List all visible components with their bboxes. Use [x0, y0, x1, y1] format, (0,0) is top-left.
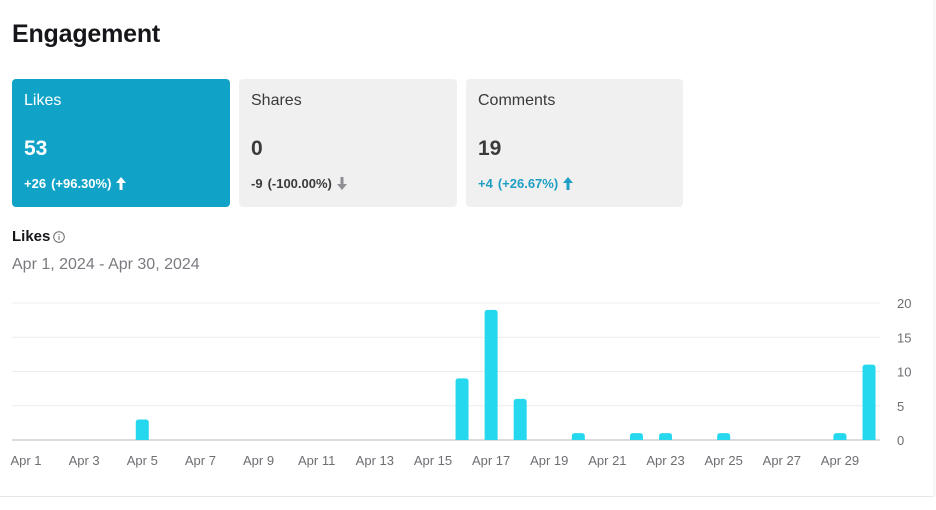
chart-title-label: Likes	[12, 228, 51, 245]
y-tick-label: 15	[897, 330, 911, 345]
y-tick-label: 5	[897, 399, 904, 414]
likes-card-label: Likes	[24, 92, 62, 109]
x-tick-label: Apr 1	[10, 453, 41, 468]
x-tick-label: Apr 7	[185, 453, 216, 468]
comments-card-label: Comments	[478, 92, 556, 109]
x-tick-label: Apr 5	[127, 453, 158, 468]
y-tick-label: 20	[897, 296, 911, 311]
scroll-edge	[933, 0, 936, 497]
shares-card-percent: (-100.00%)	[267, 176, 332, 191]
bar-apr-5	[135, 419, 149, 440]
shares-card-value: 0	[251, 137, 263, 160]
bar-apr-20	[571, 433, 585, 440]
info-icon[interactable]	[53, 230, 66, 243]
x-tick-label: Apr 21	[588, 453, 626, 468]
comments-card-delta: +4	[478, 176, 493, 191]
bar-apr-17	[484, 309, 498, 440]
x-tick-label: Apr 17	[472, 453, 510, 468]
chart-grid	[12, 302, 880, 441]
page-title: Engagement	[12, 20, 161, 48]
likes-card-delta: +26	[24, 176, 47, 191]
shares-card-change: -9 (-100.00%)	[251, 176, 347, 191]
bar-apr-16	[455, 378, 469, 440]
likes-card-value: 53	[24, 137, 48, 160]
shares-card-delta: -9	[251, 176, 263, 191]
x-tick-label: Apr 27	[763, 453, 801, 468]
shares-card[interactable]: Shares 0 -9 (-100.00%)	[239, 79, 457, 207]
chart-bars	[135, 309, 876, 440]
x-tick-label: Apr 25	[705, 453, 743, 468]
arrow-up-icon	[116, 177, 127, 190]
bar-apr-23	[659, 433, 673, 440]
bar-apr-29	[833, 433, 847, 440]
shares-card-label: Shares	[251, 92, 302, 109]
arrow-down-icon	[336, 177, 347, 190]
comments-card-change: +4 (+26.67%)	[478, 176, 574, 191]
x-tick-label: Apr 9	[243, 453, 274, 468]
bar-apr-25	[717, 433, 731, 440]
comments-card-percent: (+26.67%)	[497, 176, 559, 191]
comments-card[interactable]: Comments 19 +4 (+26.67%)	[466, 79, 683, 207]
x-tick-label: Apr 19	[530, 453, 568, 468]
x-tick-label: Apr 3	[69, 453, 100, 468]
y-tick-label: 0	[897, 433, 904, 448]
likes-card-percent: (+96.30%)	[51, 176, 112, 191]
likes-card-change: +26 (+96.30%)	[24, 176, 127, 191]
comments-card-value: 19	[478, 137, 502, 160]
bar-apr-22	[629, 433, 643, 440]
chart-y-axis: 0 5 10 15 20	[897, 296, 911, 448]
chart-x-axis: Apr 1 Apr 3 Apr 5 Apr 7 Apr 9 Apr 11 Apr 13 Apr…	[10, 453, 859, 468]
bar-apr-30	[862, 364, 876, 440]
chart-title: Likes	[12, 228, 66, 245]
date-range: Apr 1, 2024 - Apr 30, 2024	[12, 256, 200, 273]
x-tick-label: Apr 29	[821, 453, 859, 468]
bar-apr-18	[513, 398, 527, 440]
x-tick-label: Apr 11	[298, 453, 335, 468]
section-divider	[0, 496, 936, 497]
x-tick-label: Apr 23	[646, 453, 684, 468]
x-tick-label: Apr 15	[414, 453, 452, 468]
x-tick-label: Apr 13	[356, 453, 394, 468]
y-tick-label: 10	[897, 365, 911, 380]
arrow-up-icon	[563, 177, 574, 190]
likes-bar-chart: 0 5 10 15 20 Apr 1 Apr 3 Apr 5 Apr 7 Apr 9 Apr 11…	[10, 296, 911, 468]
likes-card[interactable]: Likes 53 +26 (+96.30%)	[12, 79, 230, 207]
